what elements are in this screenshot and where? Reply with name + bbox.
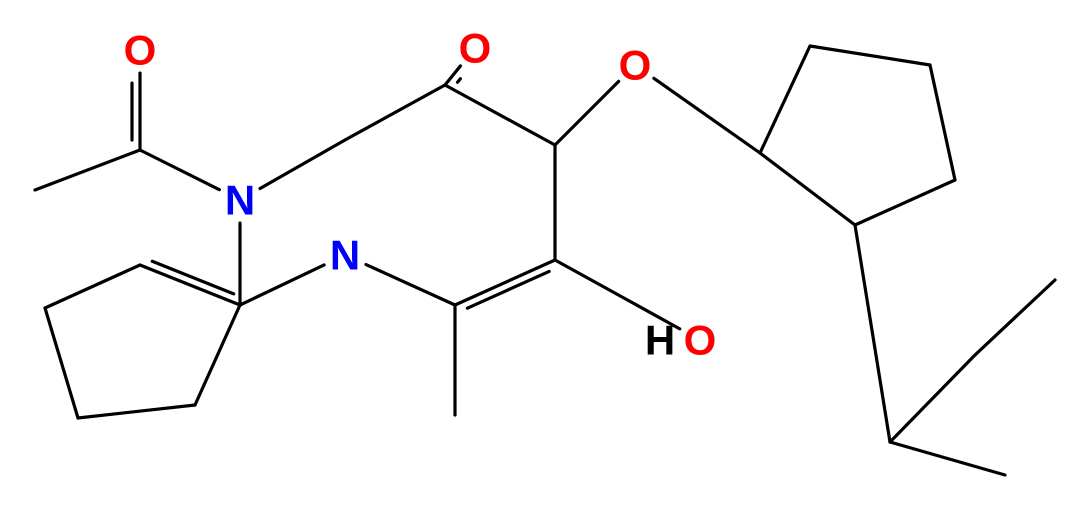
bond-line (760, 46, 810, 153)
bond-line (140, 150, 219, 190)
bond-line (654, 78, 760, 153)
atom-label: H (645, 317, 675, 364)
bond-line (195, 305, 240, 405)
atom-label: O (684, 317, 717, 364)
atom-label: N (225, 177, 255, 224)
bond-line (555, 81, 619, 145)
bond-line (152, 261, 233, 294)
bond-line (890, 442, 1005, 475)
atom-label: O (619, 42, 652, 89)
bond-line (45, 265, 140, 308)
bond-line (467, 271, 549, 308)
bond-line (855, 180, 955, 225)
bond-line (366, 265, 455, 305)
bond-line (890, 355, 975, 442)
bond-line (140, 265, 240, 305)
bond-line (345, 85, 445, 140)
bond-line (975, 280, 1055, 355)
bond-line (260, 140, 345, 189)
bond-line (78, 405, 195, 418)
atom-label: N (330, 232, 360, 279)
bond-line (445, 85, 555, 145)
bond-line (760, 153, 855, 225)
bond-line (930, 65, 955, 180)
bond-line (45, 308, 78, 418)
bond-line (810, 46, 930, 65)
molecule-diagram: ONNOOOH (0, 0, 1085, 511)
atom-label: O (459, 25, 492, 72)
bond-line (455, 260, 555, 305)
bond-line (855, 225, 890, 442)
atom-label: O (124, 27, 157, 74)
bond-line (458, 79, 461, 83)
bond-line (35, 150, 140, 190)
bond-line (240, 265, 324, 305)
